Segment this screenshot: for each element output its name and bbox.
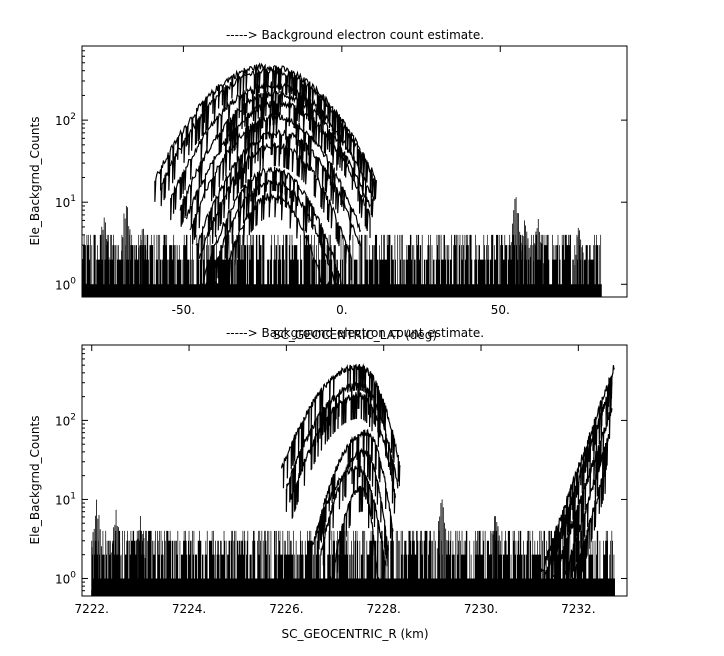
panel-top: -----> Background electron count estimat… xyxy=(28,28,628,342)
panel-bottom-frame xyxy=(81,344,628,597)
ramp-series xyxy=(543,381,613,584)
panel-bottom-x-axis-label: SC_GEOCENTRIC_R (km) xyxy=(282,627,429,641)
peak-series xyxy=(170,81,374,221)
spike xyxy=(510,197,522,297)
arch-series xyxy=(319,447,389,567)
y-tick-label: 101 xyxy=(55,194,76,210)
arch-series xyxy=(290,391,396,519)
panel-top-frame xyxy=(81,45,628,298)
panel-top-y-axis-label: Ele_Backgrnd_Counts xyxy=(28,117,42,246)
arch-series xyxy=(285,380,399,512)
peak-series xyxy=(198,141,352,281)
x-tick-label: 50. xyxy=(491,303,510,317)
peak-series xyxy=(201,166,342,285)
x-tick-label: 0. xyxy=(336,303,347,317)
panel-top-x-axis-label: SC_GEOCENTRIC_LAT (deg) xyxy=(273,328,437,342)
y-tick-label: 102 xyxy=(55,412,76,428)
spike xyxy=(490,516,501,596)
panel-top-y-ticks: 102 101 100 xyxy=(55,50,627,298)
background-noise xyxy=(91,530,615,596)
spike xyxy=(574,227,585,297)
panel-top-data xyxy=(81,62,602,297)
panel-bottom-y-axis-label: Ele_Backgrnd_Counts xyxy=(28,416,42,545)
peak-series xyxy=(154,62,377,202)
peak-series xyxy=(189,111,362,245)
panel-top-title: -----> Background electron count estimat… xyxy=(226,28,484,42)
peak-series xyxy=(185,99,371,238)
spike xyxy=(91,499,102,596)
arch-series xyxy=(314,428,394,549)
spike xyxy=(520,220,531,297)
spike xyxy=(98,217,110,297)
panel-bottom-data xyxy=(91,363,615,596)
ramp-series xyxy=(572,459,608,580)
spike xyxy=(436,499,448,596)
x-tick-label: 7230. xyxy=(464,602,498,616)
arch-series xyxy=(329,484,379,582)
y-tick-label: 100 xyxy=(55,276,76,292)
x-tick-label: 7228. xyxy=(367,602,401,616)
x-tick-label: -50. xyxy=(172,303,195,317)
x-tick-label: 7224. xyxy=(172,602,206,616)
arch-series xyxy=(280,363,401,489)
spike xyxy=(121,205,132,297)
arch-series xyxy=(305,463,387,579)
spike xyxy=(135,515,146,596)
spike xyxy=(110,509,122,596)
panel-top-x-ticks: -50. 0. 50. xyxy=(172,46,510,317)
peak-series xyxy=(195,129,362,264)
peak-series xyxy=(214,191,330,289)
spike xyxy=(533,219,544,297)
x-tick-label: 7232. xyxy=(561,602,595,616)
panel-bottom-title: -----> Background electron count estimat… xyxy=(226,326,484,340)
y-tick-label: 101 xyxy=(55,491,76,507)
x-tick-label: 7226. xyxy=(269,602,303,616)
panel-bottom-y-ticks: 102 101 100 xyxy=(55,348,627,597)
y-tick-label: 100 xyxy=(55,570,76,586)
x-tick-label: 7222. xyxy=(75,602,109,616)
peak-series xyxy=(160,65,377,207)
peak-series xyxy=(204,178,340,289)
ramp-series xyxy=(563,433,610,579)
y-tick-label: 102 xyxy=(55,112,76,128)
panel-bottom-x-ticks: 7222. 7224. 7226. 7228. 7230. 7232. xyxy=(75,345,596,616)
panel-bottom: -----> Background electron count estimat… xyxy=(28,326,628,641)
spike xyxy=(137,228,148,297)
